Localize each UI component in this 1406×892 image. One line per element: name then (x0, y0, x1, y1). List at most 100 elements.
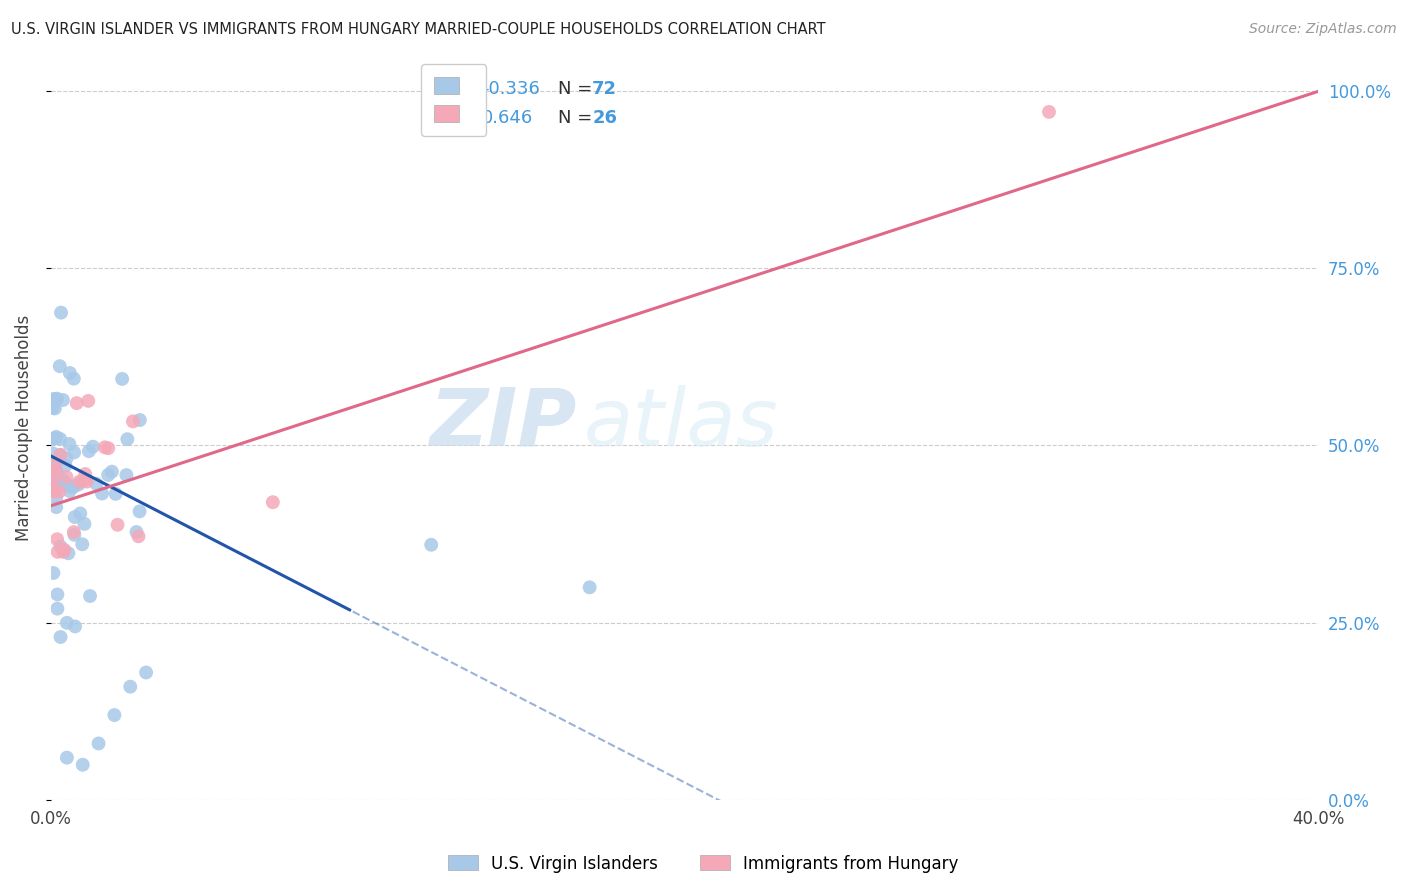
Point (44, 392, 66, 407)
Point (63, 445, 86, 459)
Point (75, 467, 97, 481)
Point (77, 444, 100, 458)
Point (91, 486, 114, 500)
Point (42, 392, 65, 406)
Point (49, 448, 72, 462)
Point (101, 465, 124, 479)
Point (82, 440, 104, 454)
Point (69, 507, 91, 521)
Point (122, 414, 145, 428)
Point (52, 392, 75, 407)
Point (55, 476, 77, 491)
Point (73, 474, 96, 488)
Text: atlas: atlas (583, 385, 778, 463)
Point (44, 431, 66, 445)
Text: N =: N = (558, 79, 598, 97)
Point (73, 516, 96, 531)
Point (79, 589, 101, 603)
Point (67, 477, 90, 491)
Point (120, 680, 142, 694)
Text: ZIP: ZIP (430, 385, 576, 463)
Point (72, 757, 94, 772)
Text: -0.336: -0.336 (482, 79, 540, 97)
Point (55, 458, 77, 473)
Point (49, 448, 72, 462)
Point (45, 453, 67, 467)
Point (46, 533, 69, 547)
Point (45, 465, 67, 479)
Point (42, 394, 65, 409)
Point (44, 475, 66, 489)
Point (56, 615, 79, 630)
Point (58, 437, 80, 451)
Point (128, 529, 150, 543)
Point (63, 510, 86, 524)
Point (55, 470, 77, 484)
Point (52, 545, 75, 559)
Point (46, 392, 69, 406)
Text: 72: 72 (592, 79, 617, 97)
Point (420, 538, 443, 552)
Point (63, 528, 86, 542)
Point (49, 305, 72, 319)
Point (48, 452, 70, 467)
Point (111, 372, 134, 386)
Point (77, 393, 100, 408)
Point (63, 480, 86, 494)
Point (53, 542, 76, 557)
Point (41, 479, 63, 493)
Point (578, 580, 600, 594)
Point (48, 484, 70, 499)
Point (262, 495, 284, 509)
Text: 26: 26 (592, 110, 617, 128)
Point (1038, 104, 1060, 119)
Point (49, 630, 72, 644)
Text: U.S. VIRGIN ISLANDER VS IMMIGRANTS FROM HUNGARY MARRIED-COUPLE HOUSEHOLDS CORREL: U.S. VIRGIN ISLANDER VS IMMIGRANTS FROM … (11, 22, 825, 37)
Y-axis label: Married-couple Households: Married-couple Households (15, 315, 32, 541)
Point (135, 665, 157, 680)
Point (128, 413, 150, 427)
Point (49, 359, 72, 374)
Text: Source: ZipAtlas.com: Source: ZipAtlas.com (1249, 22, 1396, 37)
Point (41, 401, 63, 415)
Point (41, 481, 63, 495)
Legend: , : , (422, 64, 486, 136)
Point (55, 451, 77, 466)
Point (66, 396, 89, 410)
Text: 0.646: 0.646 (482, 110, 533, 128)
Point (60, 480, 83, 494)
Point (42, 566, 65, 580)
Point (63, 619, 86, 633)
Point (72, 537, 94, 551)
Point (41, 432, 63, 446)
Point (41, 472, 63, 486)
Point (62, 524, 84, 539)
Point (103, 708, 125, 723)
Point (46, 587, 69, 601)
Point (49, 448, 72, 462)
Point (46, 545, 69, 559)
Point (56, 750, 79, 764)
Point (52, 473, 75, 487)
Point (42, 484, 65, 499)
Text: R =: R = (437, 110, 477, 128)
Point (107, 517, 129, 532)
Point (117, 432, 139, 446)
Point (44, 458, 66, 473)
Legend: U.S. Virgin Islanders, Immigrants from Hungary: U.S. Virgin Islanders, Immigrants from H… (441, 848, 965, 880)
Point (104, 487, 127, 501)
Point (41, 481, 63, 495)
Point (58, 546, 80, 560)
Point (49, 539, 72, 553)
Point (97, 467, 120, 482)
Point (128, 504, 150, 518)
Point (76, 475, 98, 489)
Point (45, 430, 67, 444)
Point (45, 491, 67, 505)
Text: R =: R = (437, 79, 477, 97)
Point (45, 482, 67, 496)
Point (86, 476, 108, 491)
Point (45, 465, 67, 479)
Point (67, 475, 90, 489)
Point (59, 483, 82, 498)
